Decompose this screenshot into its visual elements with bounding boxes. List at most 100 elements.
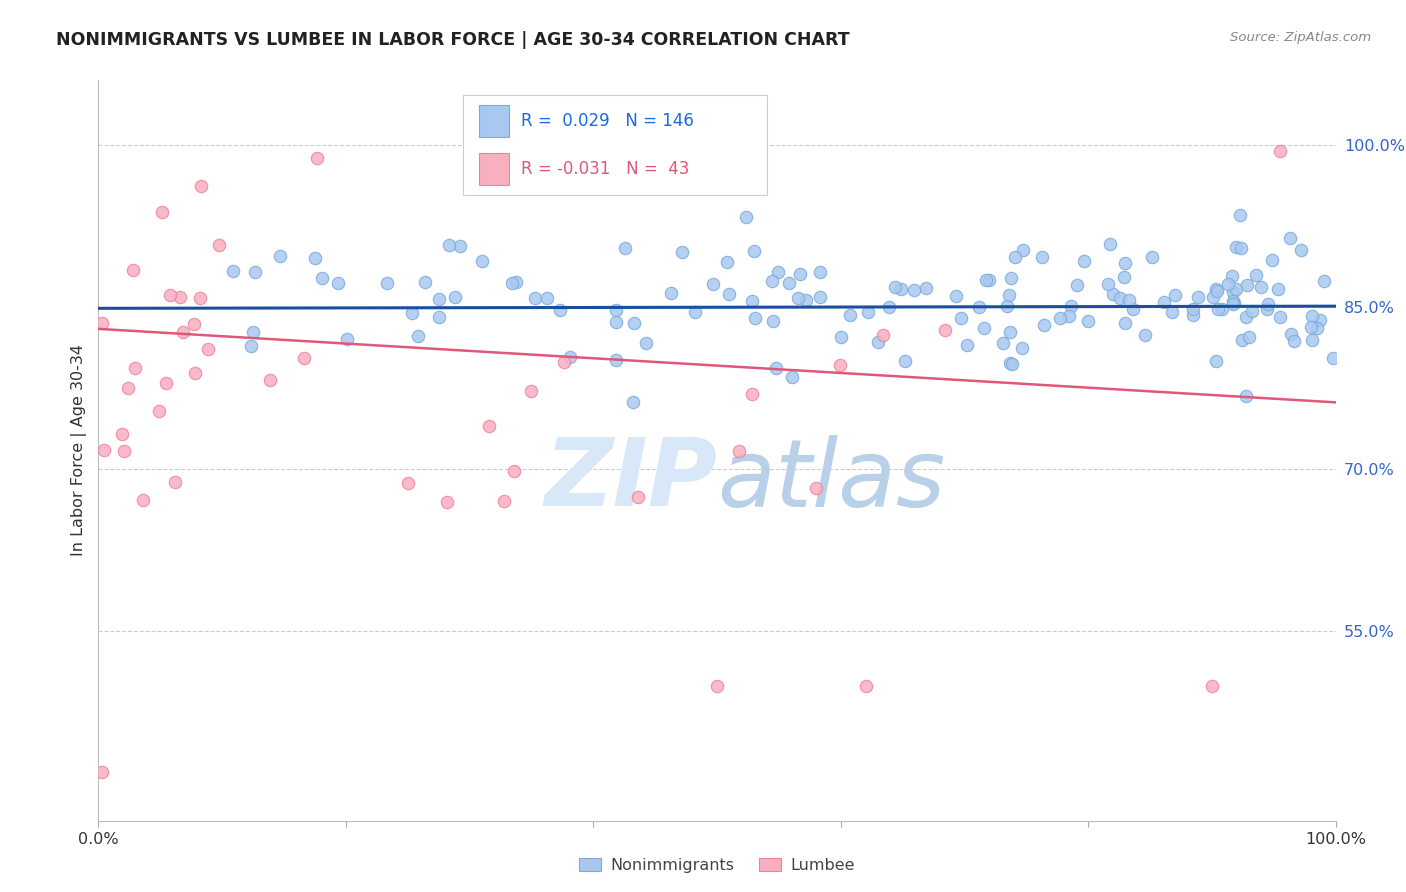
Point: [1220, 268, 1243, 283]
Point: [744, 310, 766, 325]
Point: [866, 335, 889, 350]
Point: [627, 490, 650, 504]
Point: [762, 314, 785, 328]
Point: [945, 289, 967, 303]
Text: atlas: atlas: [717, 434, 945, 525]
Point: [872, 328, 894, 343]
Point: [1313, 274, 1336, 288]
Point: [93, 443, 115, 458]
Point: [828, 359, 851, 373]
Point: [661, 285, 683, 300]
Point: [830, 329, 852, 343]
Point: [1222, 285, 1244, 299]
Point: [1108, 291, 1130, 305]
Point: [1216, 277, 1239, 291]
Point: [894, 354, 917, 368]
Point: [1187, 290, 1209, 304]
Point: [741, 386, 763, 401]
Point: [449, 239, 471, 253]
Point: [973, 321, 995, 335]
Point: [706, 679, 728, 693]
Point: [560, 351, 582, 365]
Point: [1236, 277, 1258, 292]
Point: [1077, 313, 1099, 327]
Point: [1101, 287, 1123, 301]
Point: [995, 299, 1018, 313]
Point: [492, 493, 515, 508]
Point: [304, 251, 326, 265]
Legend: Nonimmigrants, Lumbee: Nonimmigrants, Lumbee: [572, 851, 862, 880]
Point: [1000, 270, 1022, 285]
Point: [741, 293, 763, 308]
Point: [478, 418, 501, 433]
Point: [1229, 241, 1251, 255]
Point: [766, 265, 789, 279]
Point: [605, 315, 627, 329]
Point: [1223, 296, 1246, 310]
Point: [634, 336, 657, 351]
Point: [1031, 250, 1053, 264]
Point: [1229, 208, 1251, 222]
Point: [1256, 301, 1278, 316]
Point: [222, 264, 245, 278]
Point: [1222, 296, 1244, 310]
Point: [413, 275, 436, 289]
Point: [1244, 268, 1267, 282]
Point: [269, 249, 291, 263]
Point: [307, 151, 329, 165]
Point: [536, 291, 558, 305]
Text: Source: ZipAtlas.com: Source: ZipAtlas.com: [1230, 31, 1371, 45]
Point: [444, 290, 467, 304]
Point: [1164, 288, 1187, 302]
Point: [786, 291, 808, 305]
Point: [1234, 310, 1257, 324]
Point: [808, 289, 831, 303]
Point: [471, 254, 494, 268]
Point: [328, 277, 350, 291]
Point: [1066, 278, 1088, 293]
Point: [172, 326, 194, 340]
Point: [117, 381, 139, 395]
Point: [259, 373, 281, 387]
Point: [375, 276, 398, 290]
Point: [1268, 144, 1291, 158]
Point: [1309, 313, 1331, 327]
Point: [1161, 305, 1184, 319]
Point: [396, 475, 419, 490]
Point: [1114, 256, 1136, 270]
Point: [1289, 243, 1312, 257]
Point: [159, 288, 181, 302]
Point: [427, 293, 450, 307]
Point: [789, 267, 811, 281]
Point: [1205, 282, 1227, 296]
Point: [949, 311, 972, 326]
Point: [401, 306, 423, 320]
Point: [553, 355, 575, 369]
Point: [883, 280, 905, 294]
Point: [877, 300, 900, 314]
Point: [1301, 333, 1323, 347]
Point: [1202, 289, 1225, 303]
Point: [437, 237, 460, 252]
Point: [1073, 253, 1095, 268]
Point: [1222, 294, 1244, 309]
Point: [1299, 319, 1322, 334]
Point: [671, 245, 693, 260]
Point: [614, 241, 637, 255]
Point: [778, 276, 800, 290]
Point: [1257, 297, 1279, 311]
Point: [804, 482, 827, 496]
Point: [889, 282, 911, 296]
Point: [1225, 282, 1247, 296]
Point: [1211, 302, 1233, 317]
Point: [1000, 325, 1022, 339]
Point: [1012, 243, 1035, 257]
Point: [311, 271, 333, 285]
Point: [623, 316, 645, 330]
Point: [1206, 301, 1229, 316]
Point: [505, 275, 527, 289]
Point: [621, 394, 644, 409]
Point: [1261, 252, 1284, 267]
Point: [702, 277, 724, 291]
Point: [1153, 294, 1175, 309]
